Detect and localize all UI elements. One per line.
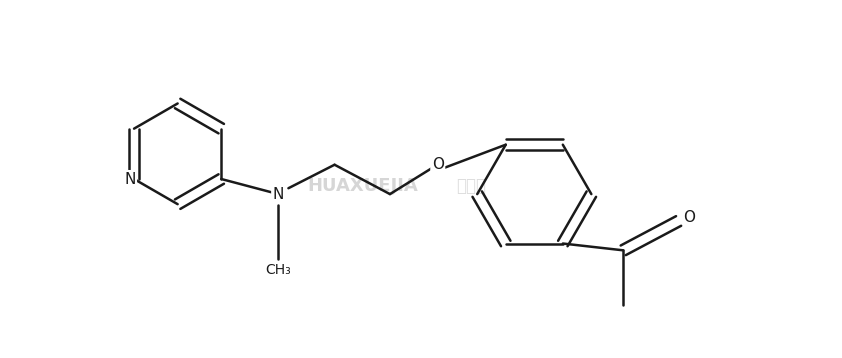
- Text: CH₃: CH₃: [265, 263, 291, 277]
- Text: N: N: [124, 171, 136, 187]
- Text: O: O: [432, 157, 444, 172]
- Text: N: N: [273, 187, 284, 202]
- Text: O: O: [684, 210, 695, 225]
- Text: 化学加: 化学加: [456, 177, 487, 195]
- Text: HUAXUEJIA: HUAXUEJIA: [306, 177, 418, 195]
